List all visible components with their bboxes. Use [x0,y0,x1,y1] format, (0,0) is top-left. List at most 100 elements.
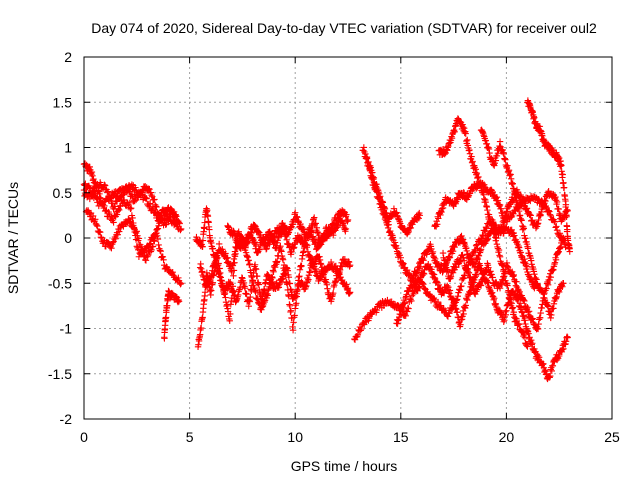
data-point [548,311,555,319]
data-point [208,287,215,294]
data-point [343,211,350,218]
data-series-track-e [161,287,183,342]
data-point [420,280,427,288]
data-point [198,324,205,332]
data-point [125,187,133,195]
data-point [107,195,114,203]
data-point [97,233,105,241]
data-point [358,325,365,333]
data-series-track-l [363,155,542,292]
data-point [505,167,513,174]
data-series-track-r [439,234,567,333]
data-point [546,276,553,284]
y-tick-label: 1 [64,140,72,156]
data-point [256,245,264,253]
data-point [357,327,364,334]
data-point [472,242,480,249]
data-point [148,191,155,199]
data-point [151,238,158,245]
data-point [201,225,208,232]
data-point [104,188,111,196]
data-series-track-q [524,97,573,255]
data-point [94,187,102,194]
data-point [553,198,561,206]
tick-label-layer: 0 5 10 15 20 25 -2 -1.5 -1 -0.5 0 0.5 1 1.5 2 [48,49,620,445]
data-point [547,274,554,281]
data-point [535,354,543,361]
data-point [108,244,115,252]
data-point [104,188,112,195]
data-point [126,199,133,207]
data-point [96,190,103,198]
data-point [546,208,553,215]
data-point [143,195,150,202]
data-point [230,272,237,280]
data-point [373,306,381,314]
data-point [556,230,564,237]
data-point [132,228,139,236]
data-point [206,226,213,233]
data-point [101,182,109,189]
data-point [167,205,174,212]
data-point [156,247,164,254]
y-tick-label: -1.5 [48,366,72,382]
data-point [511,189,519,196]
data-series-track-g [192,205,354,334]
data-point [489,274,496,281]
data-point [146,203,153,210]
data-point [330,289,337,297]
data-point [108,200,116,207]
data-point [518,217,525,224]
data-point [563,213,570,220]
chart-title: Day 074 of 2020, Sidereal Day-to-day VTE… [91,20,597,36]
data-point [155,241,162,249]
data-point [556,154,563,162]
data-point [516,300,524,307]
data-point [520,225,528,232]
data-point [477,282,485,289]
data-point [390,300,397,308]
y-tick-label: -1 [60,321,73,337]
data-point [311,214,318,221]
data-point [212,258,219,265]
data-point [482,224,490,231]
data-point [559,171,566,178]
data-point [138,243,145,251]
data-point [247,293,254,301]
data-point [93,221,100,229]
data-point [546,211,554,218]
data-point [146,185,153,193]
data-point [298,262,305,270]
data-point [177,280,184,288]
data-point [397,311,404,318]
data-point [509,304,516,311]
data-point [493,152,501,160]
data-point [531,114,538,121]
data-point [149,243,157,250]
data-point [161,335,168,342]
data-point [504,282,511,289]
data-point [405,305,412,312]
data-point [293,293,300,300]
data-series-track-p [477,126,567,322]
data-point [332,278,340,286]
data-point [247,231,254,238]
y-axis-label: SDTVAR / TECUs [5,182,21,294]
x-tick-label: 25 [604,429,620,445]
data-point [488,222,496,230]
y-tick-label: -2 [60,411,73,427]
data-point [560,234,567,242]
data-point [148,246,155,254]
data-point [173,213,180,220]
data-point [286,302,294,310]
x-tick-label: 5 [186,429,194,445]
data-point [101,207,109,215]
data-point [291,312,298,319]
data-point [453,264,460,271]
data-point [142,257,150,264]
data-point [562,201,570,208]
data-point [373,188,380,195]
data-point [116,228,123,235]
data-point [420,257,427,264]
